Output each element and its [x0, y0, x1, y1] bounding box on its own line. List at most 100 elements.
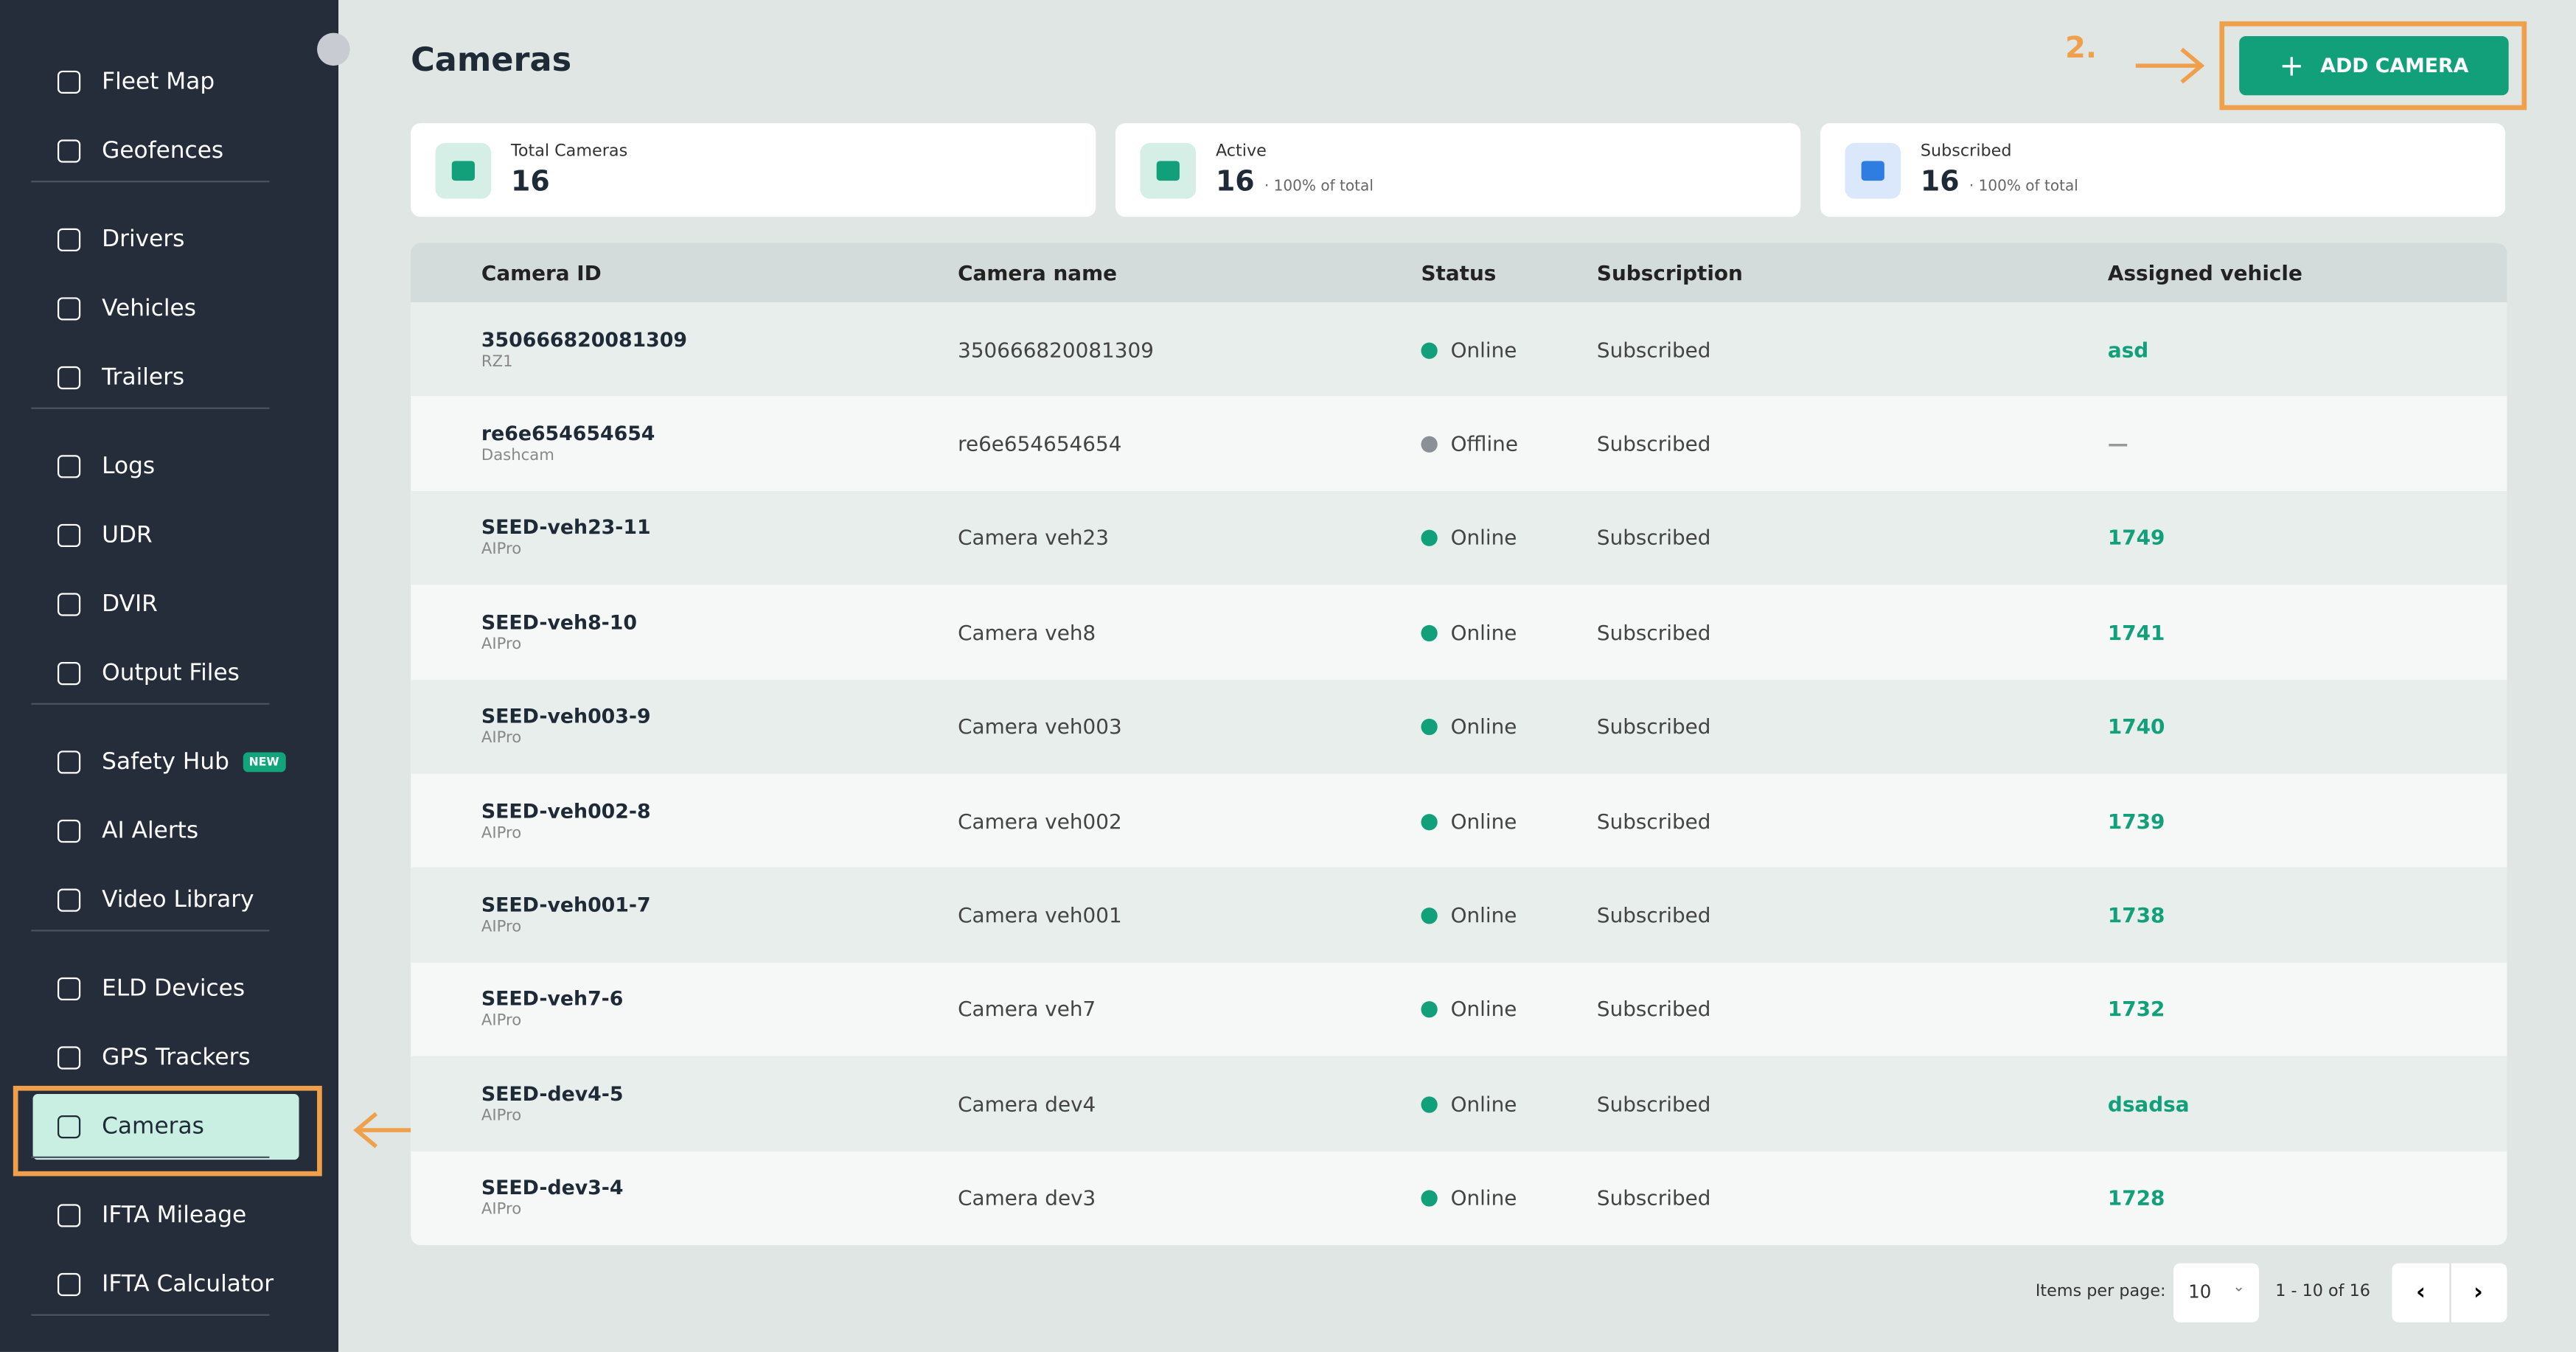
table-row[interactable]: SEED-veh7-6 AIPro Camera veh7 Online Subscri…	[411, 962, 2507, 1057]
nav-icon	[57, 523, 81, 548]
nav-item[interactable]: IFTA Calculator	[33, 1252, 299, 1317]
table-row[interactable]: SEED-veh002-8 AIPro Camera veh002 Online Sub…	[411, 773, 2507, 868]
subscription: Subscribed	[1596, 997, 1711, 1022]
table-row[interactable]: re6e654654654 Dashcam re6e654654654 Offline…	[411, 396, 2507, 491]
assigned-vehicle[interactable]: 1739	[2107, 808, 2165, 834]
assigned-vehicle[interactable]: 1732	[2107, 997, 2165, 1022]
status-cell: Online	[1421, 526, 1517, 550]
nav-item[interactable]: Cameras	[32, 1094, 299, 1160]
subscription: Subscribed	[1596, 526, 1711, 551]
camera-id-cell: SEED-veh001-7 AIPro	[481, 893, 651, 936]
nav-label: Video Library	[102, 887, 254, 913]
nav-item[interactable]: Output Files	[33, 641, 299, 706]
nav-item[interactable]: ELD Devices	[33, 956, 299, 1022]
subscription: Subscribed	[1596, 902, 1711, 928]
nav-item[interactable]: AI Alerts	[33, 798, 299, 864]
collapse-button[interactable]	[317, 32, 350, 66]
assigned-vehicle[interactable]: 1749	[2107, 526, 2165, 551]
nav-item[interactable]: Logs	[33, 433, 299, 499]
nav-label: Vehicles	[102, 296, 197, 322]
status-dot	[1421, 436, 1438, 453]
nav-icon	[57, 819, 81, 843]
chevron: ⌄	[2232, 1279, 2246, 1297]
camera-type: AIPro	[481, 918, 522, 937]
highlight-box	[13, 1085, 322, 1177]
nav-divider	[31, 1314, 270, 1316]
stat-glyph	[451, 161, 475, 181]
camera-id-cell: SEED-veh002-8 AIPro	[481, 799, 651, 842]
nav-item[interactable]: Trailers	[33, 345, 299, 411]
nav-icon	[57, 662, 81, 686]
nav-icon	[57, 888, 81, 912]
nav-item[interactable]: GPS Trackers	[33, 1025, 299, 1090]
nav-label: DVIR	[102, 591, 158, 618]
camera-id: SEED-veh23-11	[481, 516, 651, 540]
camera-id: SEED-veh7-6	[481, 988, 624, 1011]
stat-glyph	[1156, 161, 1180, 181]
nav-icon	[57, 1204, 81, 1227]
nav-item[interactable]: Geofences	[33, 118, 299, 184]
assigned-vehicle[interactable]: 1728	[2107, 1185, 2165, 1210]
add-camera-button[interactable]: + ADD CAMERA	[2239, 36, 2509, 96]
nav-icon	[57, 977, 81, 1001]
nav-label: Geofences	[102, 138, 224, 164]
nav-item[interactable]: Vehicles	[33, 276, 299, 341]
prev-page[interactable]: ‹	[2392, 1263, 2451, 1323]
assigned-vehicle[interactable]: —	[2107, 431, 2128, 456]
column-header: Camera ID	[481, 260, 602, 285]
status-dot	[1421, 341, 1438, 359]
page-range: 1 - 10 of 16	[2275, 1283, 2370, 1301]
camera-id: SEED-veh002-8	[481, 799, 651, 823]
status-cell: Online	[1421, 1091, 1517, 1116]
status-dot	[1421, 624, 1438, 641]
status: Online	[1450, 997, 1517, 1022]
nav-item[interactable]: Fleet Map	[33, 49, 299, 115]
assigned-vehicle[interactable]: asd	[2107, 337, 2149, 362]
nav-item[interactable]: DVIR	[33, 571, 299, 637]
page-title: Cameras	[411, 39, 572, 79]
assigned-vehicle[interactable]: 1738	[2107, 902, 2165, 928]
table-row[interactable]: 350666820081309 RZ1 350666820081309 Online S…	[411, 302, 2507, 397]
table-row[interactable]: SEED-veh001-7 AIPro Camera veh001 Online Sub…	[411, 868, 2507, 963]
camera-id: SEED-veh003-9	[481, 705, 651, 728]
status: Online	[1450, 808, 1517, 834]
nav-item[interactable]: Video Library	[33, 868, 299, 933]
camera-id: SEED-dev3-4	[481, 1177, 624, 1200]
nav-icon	[57, 139, 81, 163]
table-row[interactable]: SEED-dev4-5 AIPro Camera dev4 Online Subscri…	[411, 1056, 2507, 1151]
stat-icon	[1845, 142, 1901, 199]
stat-card: Active 16 · 100% of total	[1115, 123, 1801, 217]
stat-number: 16	[1920, 166, 1960, 199]
camera-name: 350666820081309	[958, 337, 1154, 362]
camera-name: Camera veh8	[958, 619, 1096, 645]
camera-type: AIPro	[481, 1107, 522, 1126]
status-dot	[1421, 1096, 1438, 1113]
nav-item[interactable]: Drivers	[33, 207, 299, 273]
camera-type: AIPro	[481, 1012, 522, 1031]
table-row[interactable]: SEED-veh8-10 AIPro Camera veh8 Online Subscr…	[411, 585, 2507, 680]
assigned-vehicle[interactable]: dsadsa	[2107, 1091, 2190, 1116]
nav-icon	[57, 1115, 81, 1139]
camera-id: SEED-dev4-5	[481, 1082, 624, 1106]
subscription: Subscribed	[1596, 714, 1711, 739]
table-row[interactable]: SEED-dev3-4 AIPro Camera dev3 Online Subscri…	[411, 1151, 2507, 1246]
next-page[interactable]: ›	[2473, 1279, 2483, 1306]
nav-item[interactable]: UDR	[33, 503, 299, 568]
table-row[interactable]: SEED-veh23-11 AIPro Camera veh23 Online Subs…	[411, 490, 2507, 585]
sidebar: Fleet Map Geofences Drivers Vehicles Trailer…	[0, 0, 339, 1352]
status-cell: Online	[1421, 809, 1517, 833]
status-cell: Online	[1421, 714, 1517, 739]
nav-item[interactable]: Safety Hub NEW	[33, 729, 299, 795]
stat-label: Active	[1215, 142, 1267, 161]
status: Online	[1450, 337, 1517, 362]
stat-glyph	[1861, 161, 1884, 181]
nav-item[interactable]: IFTA Mileage	[33, 1182, 299, 1248]
assigned-vehicle[interactable]: 1740	[2107, 714, 2165, 739]
nav-icon	[57, 366, 81, 390]
page-size-select[interactable]: 10 ⌄	[2173, 1263, 2259, 1323]
table-row[interactable]: SEED-veh003-9 AIPro Camera veh003 Online Sub…	[411, 679, 2507, 774]
assigned-vehicle[interactable]: 1741	[2107, 619, 2165, 645]
nav-icon	[57, 1046, 81, 1070]
table-header: Camera ID Camera name Status Subscription As…	[411, 243, 2507, 303]
nav-label: GPS Trackers	[102, 1045, 251, 1071]
